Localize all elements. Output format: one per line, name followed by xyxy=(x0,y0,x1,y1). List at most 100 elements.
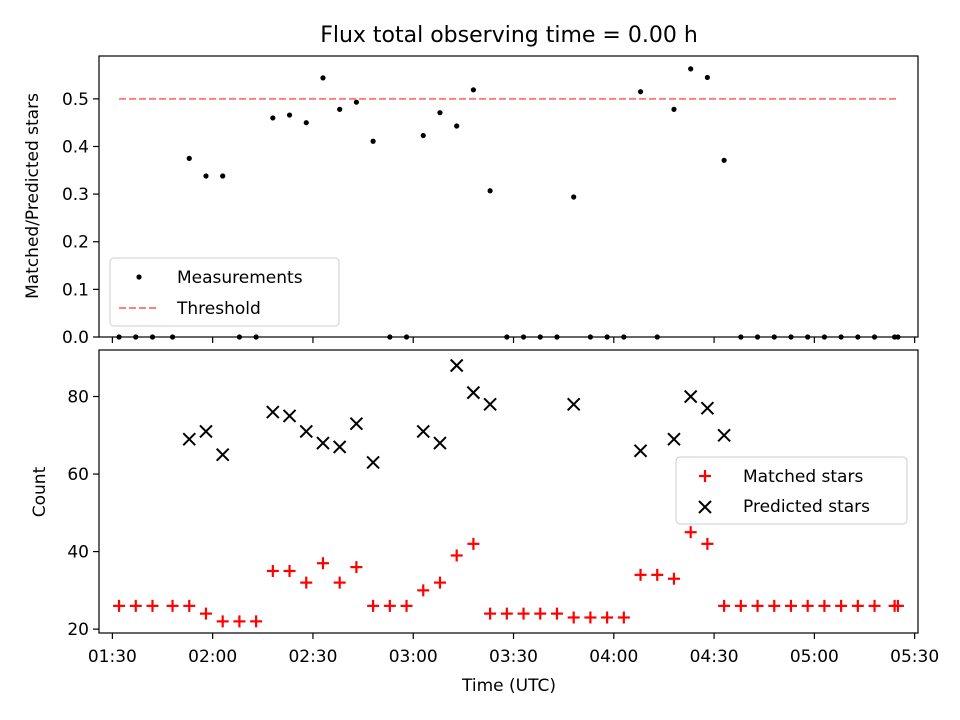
matched-star-point xyxy=(433,576,446,589)
x-tick-label: 01:30 xyxy=(88,647,137,667)
legend-predicted-marker xyxy=(698,500,712,514)
matched-star-point xyxy=(584,611,597,624)
measurement-point xyxy=(286,112,293,118)
top-y-tick-label: 0.1 xyxy=(62,280,89,300)
top-axes-frame xyxy=(98,55,919,338)
x-tick-label: 04:30 xyxy=(690,647,739,667)
measurement-point xyxy=(220,173,226,179)
predicted-star-point xyxy=(717,428,731,442)
measurement-point xyxy=(688,66,694,72)
measurement-point xyxy=(487,188,493,194)
top-y-tick-label: 0.5 xyxy=(62,90,89,110)
matched-star-point xyxy=(417,584,430,597)
legend-measurements-marker xyxy=(136,274,142,280)
matched-star-point xyxy=(567,611,580,624)
measurement-point xyxy=(571,194,577,200)
matched-star-point xyxy=(868,599,881,612)
matched-star-point xyxy=(768,599,781,612)
predicted-star-point xyxy=(683,389,698,404)
bottom-y-tick-label: 40 xyxy=(67,543,89,563)
matched-star-point xyxy=(113,599,126,612)
top-y-tick-label: 0.4 xyxy=(62,137,89,157)
top-x-ticks xyxy=(111,337,916,343)
legend-matched-marker xyxy=(699,470,711,482)
predicted-star-point xyxy=(667,432,681,446)
bottom-marks xyxy=(113,358,904,628)
matched-star-point xyxy=(129,599,142,612)
matched-star-point xyxy=(484,607,497,620)
matched-star-point xyxy=(350,561,363,574)
bottom-axes-frame xyxy=(98,349,919,634)
predicted-star-point xyxy=(266,405,280,419)
legend-matched-label: Matched stars xyxy=(743,467,863,487)
matched-star-point xyxy=(266,564,279,577)
bottom-legend-box xyxy=(675,456,908,525)
predicted-star-point xyxy=(416,424,430,439)
matched-star-point xyxy=(651,568,664,581)
measurement-point xyxy=(437,110,443,116)
matched-star-point xyxy=(734,599,747,612)
predicted-star-point xyxy=(633,444,648,458)
matched-star-point xyxy=(500,607,513,620)
measurement-point xyxy=(420,132,426,139)
matched-star-point xyxy=(667,572,680,585)
legend-threshold-label: Threshold xyxy=(176,299,261,319)
bottom-y-tick-label: 80 xyxy=(67,388,89,408)
measurement-point xyxy=(470,87,476,93)
x-tick-label: 03:30 xyxy=(489,647,538,667)
matched-star-point xyxy=(450,549,463,562)
matched-star-point xyxy=(250,615,263,628)
matched-star-point xyxy=(199,607,212,620)
matched-star-point xyxy=(233,615,246,628)
predicted-star-point xyxy=(199,424,213,439)
top-y-ticks: 0.0 0.1 0.2 0.3 0.4 0.5 xyxy=(62,90,99,348)
predicted-star-point xyxy=(566,397,581,411)
legend-predicted-label: Predicted stars xyxy=(743,497,870,517)
matched-star-point xyxy=(634,568,647,581)
top-y-tick-label: 0.0 xyxy=(62,328,89,348)
matched-star-point xyxy=(784,599,797,612)
measurement-point xyxy=(270,115,276,121)
matched-star-point xyxy=(835,599,848,612)
matched-star-point xyxy=(467,537,480,550)
matched-star-point xyxy=(684,526,697,539)
top-legend: Measurements Threshold xyxy=(109,257,340,327)
bottom-y-ticks: 20 40 60 80 xyxy=(67,388,99,640)
top-y-axis-label: Matched/Predicted stars xyxy=(23,93,43,299)
predicted-star-point xyxy=(282,409,297,423)
bottom-y-tick-label: 60 xyxy=(67,465,89,485)
predicted-star-point xyxy=(316,436,330,450)
matched-star-point xyxy=(891,599,904,612)
predicted-star-point xyxy=(483,397,497,411)
top-y-tick-label: 0.2 xyxy=(62,233,89,253)
predicted-star-point xyxy=(299,424,313,439)
matched-star-point xyxy=(283,564,296,577)
matched-star-point xyxy=(701,537,714,550)
x-tick-label: 03:00 xyxy=(389,647,438,667)
measurement-point xyxy=(370,138,376,144)
x-tick-label: 04:00 xyxy=(589,647,638,667)
predicted-star-point xyxy=(366,455,380,470)
matched-star-point xyxy=(216,615,229,628)
measurement-point xyxy=(203,173,209,179)
predicted-star-point xyxy=(215,447,230,462)
x-tick-label: 05:30 xyxy=(890,647,939,667)
matched-star-point xyxy=(818,599,831,612)
top-panel: 0.0 0.1 0.2 0.3 0.4 0.5 Matched/Predicted sta… xyxy=(23,55,919,348)
matched-star-point xyxy=(517,607,530,620)
chart-title: Flux total observing time = 0.00 h xyxy=(320,23,698,48)
matched-star-point xyxy=(300,576,313,589)
matched-star-point xyxy=(801,599,814,612)
predicted-star-point xyxy=(332,440,347,454)
bottom-x-ticks: 01:30 02:00 02:30 03:00 03:30 04:00 04:30 05:00… xyxy=(88,633,939,667)
bottom-y-axis-label: Count xyxy=(30,466,50,517)
matched-star-point xyxy=(534,607,547,620)
measurement-point xyxy=(671,106,677,112)
measurement-point xyxy=(186,155,192,161)
predicted-star-point xyxy=(700,401,715,415)
top-y-tick-label: 0.3 xyxy=(62,185,89,205)
bottom-legend: Matched stars Predicted stars xyxy=(675,456,908,525)
predicted-star-point xyxy=(449,358,464,373)
